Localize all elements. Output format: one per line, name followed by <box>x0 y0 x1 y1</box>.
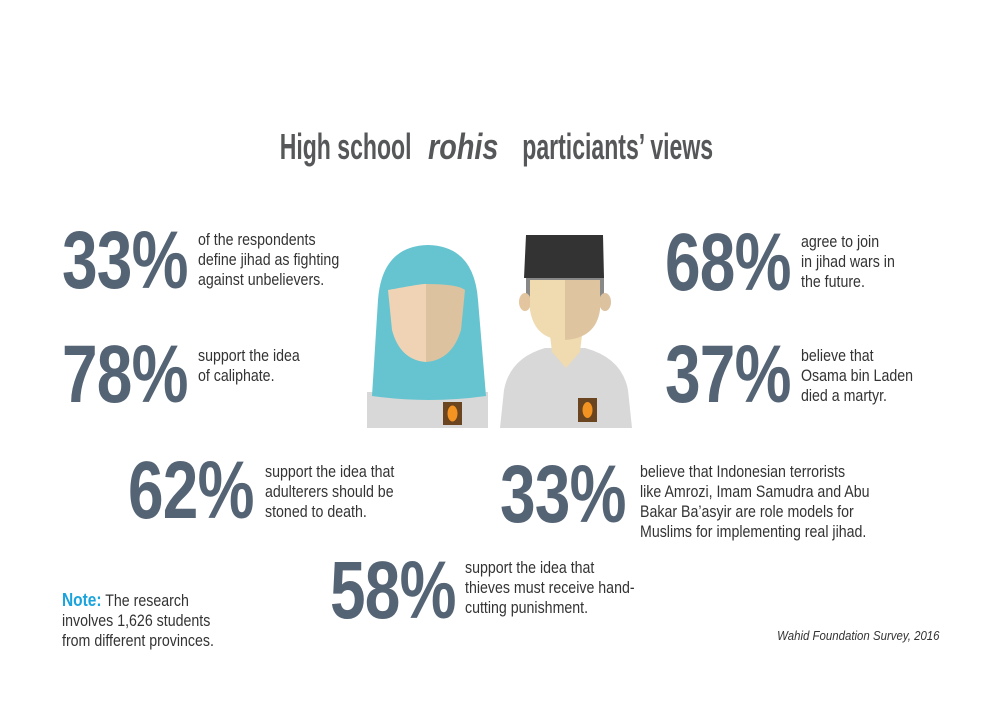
desc-line: define jihad as fighting <box>198 251 340 269</box>
stat-percent: 78% <box>62 329 188 420</box>
title-text: High school <box>279 126 412 167</box>
stat-percent: 68% <box>665 217 791 308</box>
desc-line: died a martyr. <box>801 387 887 405</box>
title-text-end: particiants’ views <box>522 126 714 167</box>
female-student-icon <box>367 245 488 428</box>
desc-line: agree to join <box>801 233 880 251</box>
desc-line: Muslims for implementing real jihad. <box>640 523 867 541</box>
stat-percent: 33% <box>500 449 626 540</box>
stat-description: support the idea that adulterers should b… <box>265 462 394 522</box>
stat-description: believe that Indonesian terrorists like A… <box>640 462 870 542</box>
page-title: High school rohis particiants’ views <box>0 126 1000 168</box>
title-italic: rohis <box>427 126 499 167</box>
stat-description: believe that Osama bin Laden died a martyr… <box>801 346 913 406</box>
desc-line: the future. <box>801 273 865 291</box>
desc-line: like Amrozi, Imam Samudra and Abu <box>640 483 870 501</box>
desc-line: Bakar Ba’asyir are role models for <box>640 503 854 521</box>
stat-percent: 33% <box>62 215 188 306</box>
desc-line: support the idea <box>198 347 300 365</box>
stat-description: support the idea of caliphate. <box>198 346 300 386</box>
desc-line: cutting punishment. <box>465 599 589 617</box>
desc-line: support the idea that <box>465 559 595 577</box>
desc-line: believe that Indonesian terrorists <box>640 463 846 481</box>
stat-description: of the respondents define jihad as fighti… <box>198 230 339 290</box>
desc-line: adulterers should be <box>265 483 394 501</box>
stat-percent: 58% <box>330 545 456 636</box>
research-note: Note: The research involves 1,626 studen… <box>62 590 214 651</box>
note-line: involves 1,626 students <box>62 612 211 630</box>
desc-line: of caliphate. <box>198 367 275 385</box>
desc-line: of the respondents <box>198 231 316 249</box>
desc-line: thieves must receive hand- <box>465 579 635 597</box>
desc-line: Osama bin Laden <box>801 367 914 385</box>
desc-line: support the idea that <box>265 463 395 481</box>
desc-line: stoned to death. <box>265 503 367 521</box>
stat-description: support the idea that thieves must receiv… <box>465 558 635 618</box>
desc-line: believe that <box>801 347 874 365</box>
desc-line: in jihad wars in <box>801 253 895 271</box>
source-credit: Wahid Foundation Survey, 2016 <box>777 628 940 643</box>
note-line: from different provinces. <box>62 632 214 650</box>
stat-percent: 37% <box>665 329 791 420</box>
stat-description: agree to join in jihad wars in the future. <box>801 232 895 292</box>
male-student-icon <box>500 235 632 428</box>
note-line: The research <box>101 592 189 610</box>
desc-line: against unbelievers. <box>198 271 325 289</box>
stat-percent: 62% <box>128 445 254 536</box>
note-label: Note: <box>62 590 102 610</box>
